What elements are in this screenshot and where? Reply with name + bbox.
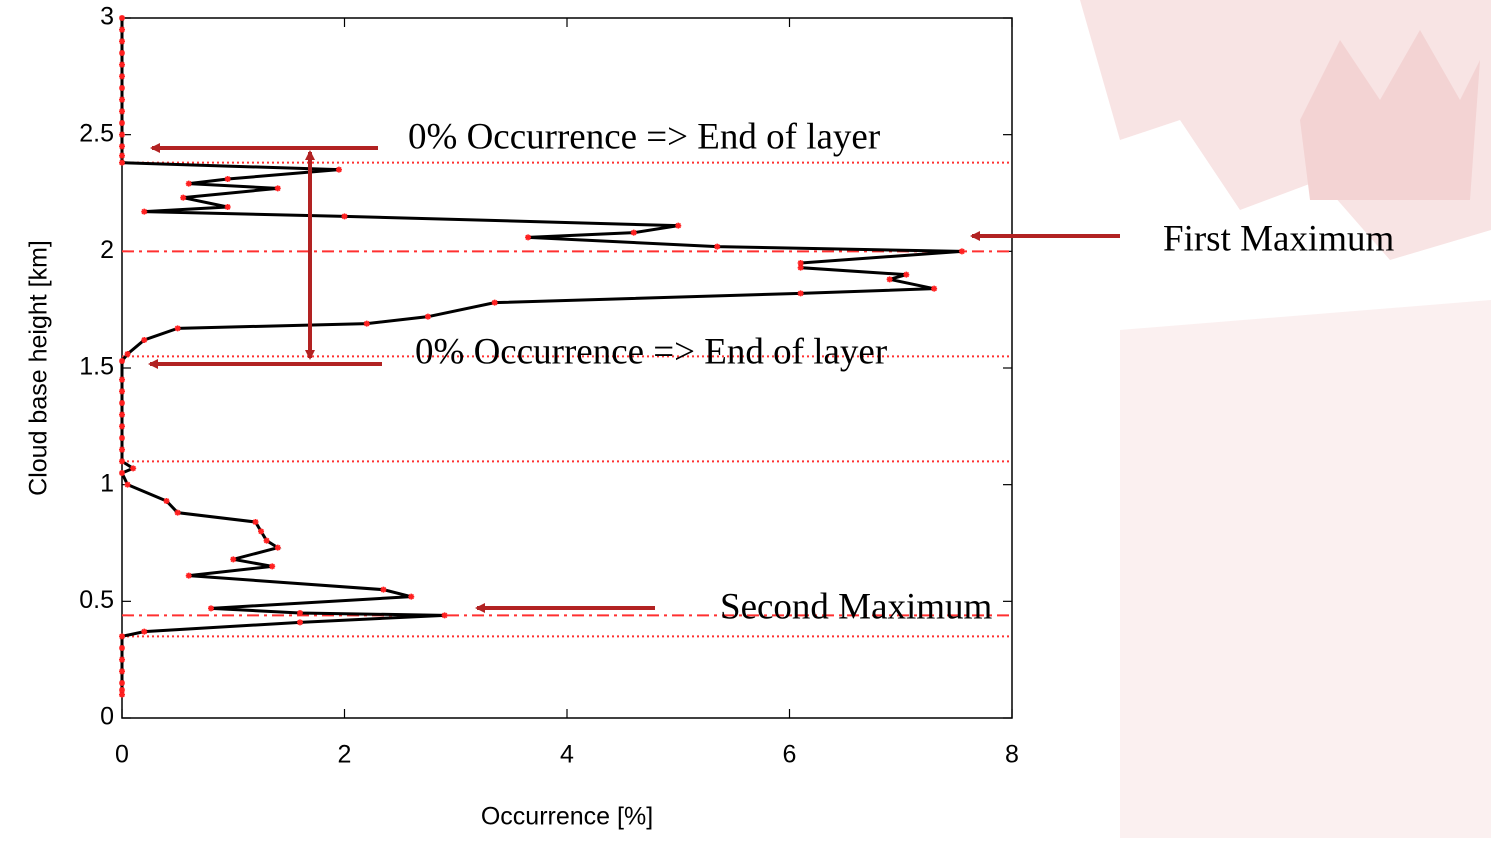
data-point [119, 412, 125, 418]
data-point [931, 286, 937, 292]
y-tick-label: 0.5 [79, 586, 114, 614]
data-point [119, 108, 125, 114]
data-point [675, 223, 681, 229]
x-tick-label: 4 [560, 741, 574, 769]
data-point [119, 85, 125, 91]
annotation: 0% Occurrence => End of layer [408, 116, 880, 157]
data-point [258, 528, 264, 534]
data-point [119, 160, 125, 166]
data-point [442, 612, 448, 618]
data-point [208, 605, 214, 611]
data-point [119, 657, 125, 663]
data-point [119, 458, 125, 464]
data-point [119, 143, 125, 149]
data-point [297, 610, 303, 616]
annotation: Second Maximum [720, 586, 993, 627]
data-point [125, 482, 131, 488]
data-point [119, 73, 125, 79]
data-point [336, 167, 342, 173]
data-point [119, 388, 125, 394]
x-tick-label: 2 [338, 741, 352, 769]
data-point [364, 321, 370, 327]
data-point [119, 153, 125, 159]
y-axis-label: Cloud base height [km] [25, 240, 53, 496]
data-point [119, 447, 125, 453]
data-point [180, 195, 186, 201]
data-point [225, 204, 231, 210]
data-point [119, 668, 125, 674]
data-point [119, 435, 125, 441]
data-point [119, 120, 125, 126]
data-point [959, 248, 965, 254]
data-point [119, 62, 125, 68]
data-point [887, 276, 893, 282]
data-point [714, 244, 720, 250]
data-point [141, 337, 147, 343]
x-axis-label: Occurrence [%] [481, 803, 653, 831]
y-tick-label: 0 [100, 703, 114, 731]
annotation: First Maximum [1163, 218, 1394, 259]
y-tick-label: 2.5 [79, 119, 114, 147]
data-point [125, 351, 131, 357]
data-point [380, 587, 386, 593]
y-tick-label: 1 [100, 469, 114, 497]
data-point [141, 209, 147, 215]
data-point [119, 97, 125, 103]
chart: Occurrence [%] Cloud base height [km] 0 2… [0, 0, 1491, 838]
y-tick-label: 3 [100, 3, 114, 31]
annotation: 0% Occurrence => End of layer [415, 331, 887, 372]
data-point [119, 645, 125, 651]
data-point [119, 633, 125, 639]
data-point [631, 230, 637, 236]
data-point [275, 185, 281, 191]
data-point [253, 519, 259, 525]
data-point [130, 465, 136, 471]
data-point [798, 290, 804, 296]
data-point [798, 265, 804, 271]
data-point [119, 358, 125, 364]
data-point [408, 594, 414, 600]
data-point [230, 556, 236, 562]
data-point [119, 470, 125, 476]
x-tick-label: 6 [783, 741, 797, 769]
data-point [119, 680, 125, 686]
data-point [342, 213, 348, 219]
data-point [119, 27, 125, 33]
data-point [119, 38, 125, 44]
data-point [225, 176, 231, 182]
data-point [119, 692, 125, 698]
data-point [186, 573, 192, 579]
data-point [119, 400, 125, 406]
data-point [164, 498, 170, 504]
x-tick-label: 0 [115, 741, 129, 769]
data-point [119, 423, 125, 429]
data-point [525, 234, 531, 240]
data-point [141, 629, 147, 635]
y-tick-label: 1.5 [79, 353, 114, 381]
data-point [119, 132, 125, 138]
data-point [186, 181, 192, 187]
data-point [297, 619, 303, 625]
y-tick-label: 2 [100, 236, 114, 264]
data-point [175, 510, 181, 516]
data-point [269, 563, 275, 569]
data-point [492, 300, 498, 306]
data-point [175, 325, 181, 331]
data-point [275, 545, 281, 551]
data-point [119, 15, 125, 21]
data-point [903, 272, 909, 278]
watermark [1080, 0, 1491, 838]
x-tick-label: 8 [1005, 741, 1019, 769]
data-point [119, 377, 125, 383]
data-point [264, 538, 270, 544]
data-point [119, 50, 125, 56]
data-point [425, 314, 431, 320]
